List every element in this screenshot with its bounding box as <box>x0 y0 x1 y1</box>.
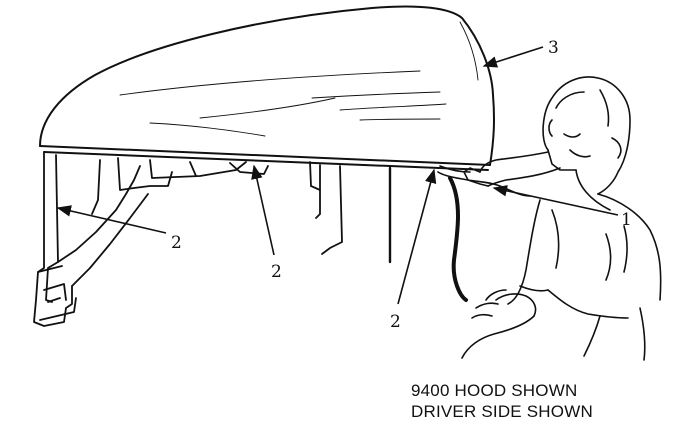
arrow-1 <box>492 185 619 216</box>
hood-panel <box>39 5 495 171</box>
callout-3: 3 <box>548 38 559 58</box>
caption-line-2: DRIVER SIDE SHOWN <box>411 402 593 421</box>
arrow-3 <box>482 46 544 68</box>
caption-line-1: 9400 HOOD SHOWN <box>411 381 578 400</box>
arrow-2c <box>397 168 437 305</box>
callout-2-left: 2 <box>171 233 182 253</box>
hood-cable <box>437 165 531 302</box>
arrow-2b <box>251 164 275 256</box>
callout-arrows <box>56 46 619 305</box>
fender-structure <box>33 151 269 327</box>
callout-2-right: 2 <box>390 312 401 332</box>
callout-1: 1 <box>621 210 632 230</box>
callout-2-middle: 2 <box>271 262 282 282</box>
arrow-2a <box>56 205 167 234</box>
technician-figure <box>461 76 662 361</box>
hood-supports <box>309 161 392 264</box>
